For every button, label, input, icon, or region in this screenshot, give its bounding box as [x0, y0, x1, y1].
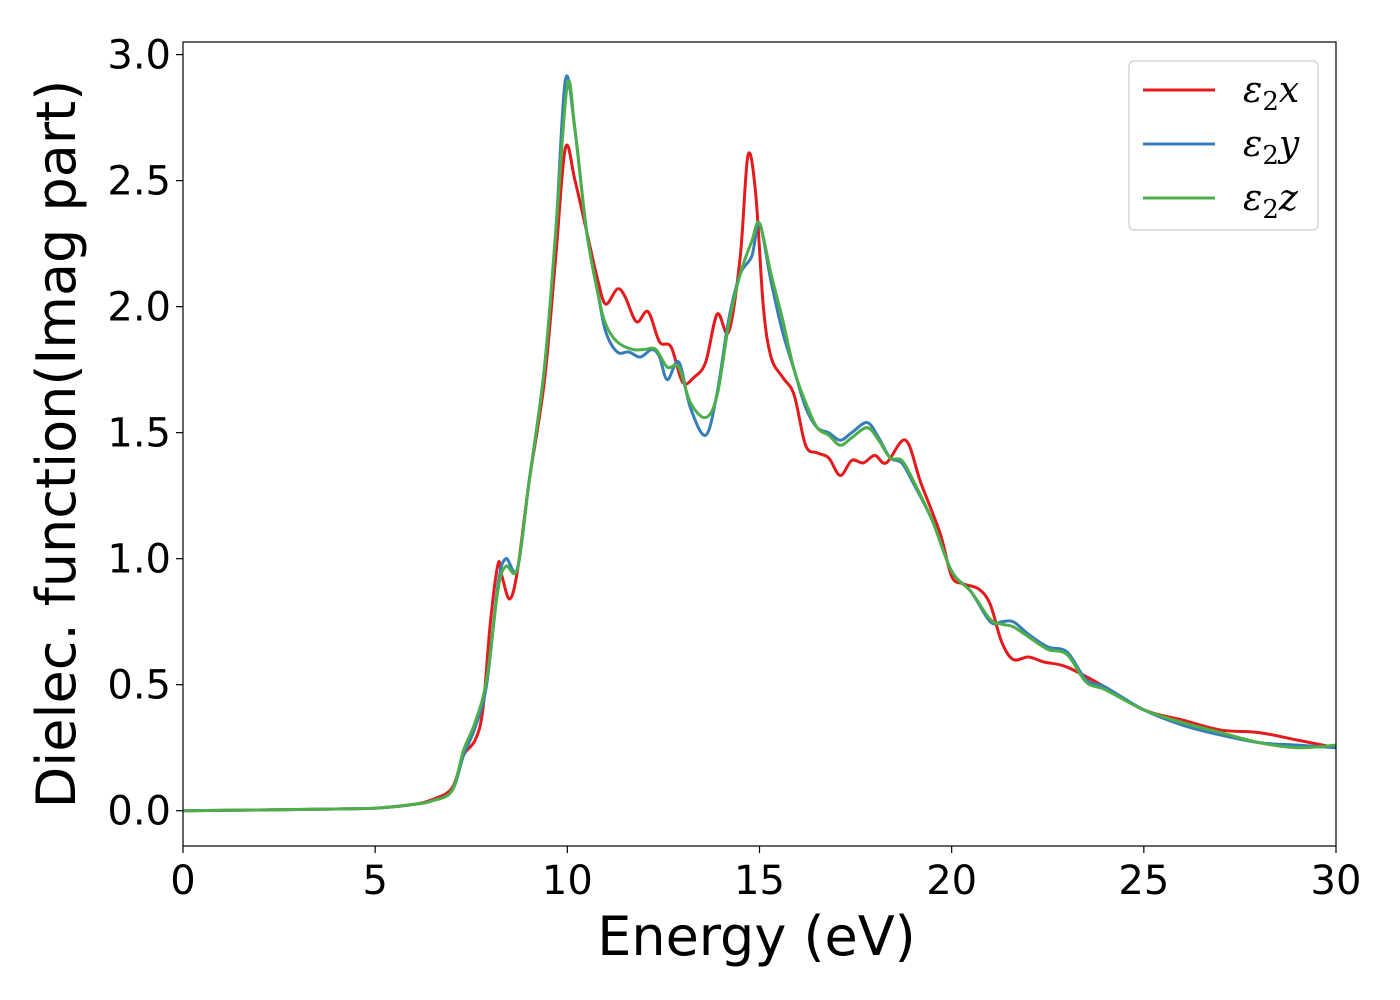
x-tick-label: 30 — [1311, 858, 1362, 904]
legend-label-z: ε2z — [1243, 178, 1299, 225]
x-axis-title: Energy (eV) — [597, 905, 916, 968]
legend-label-y: ε2y — [1243, 124, 1300, 171]
y-tick-label: 3.0 — [107, 33, 171, 79]
x-tick-label: 15 — [734, 858, 785, 904]
y-tick-label: 2.0 — [107, 285, 171, 331]
x-tick-label: 25 — [1118, 858, 1169, 904]
y-tick-label: 1.0 — [107, 537, 171, 583]
axes: 0 5 10 15 20 25 30 0.0 0.5 1.0 1.5 2.0 2.5 3.0 Energy … — [25, 33, 1361, 968]
y-tick-label: 2.5 — [107, 159, 171, 205]
x-tick-label: 10 — [542, 858, 593, 904]
series-line-z — [183, 79, 1336, 813]
plot-area — [183, 74, 1336, 813]
y-tick-label: 0.0 — [107, 789, 171, 835]
legend: ε2x ε2y ε2z — [1128, 60, 1319, 231]
y-tick-label: 0.5 — [107, 663, 171, 709]
y-tick-label: 1.5 — [107, 411, 171, 457]
y-axis-title: Dielec. function(Imag part) — [25, 80, 88, 809]
x-tick-label: 20 — [926, 858, 977, 904]
x-tick-label: 5 — [362, 858, 387, 904]
legend-label-x: ε2x — [1243, 70, 1299, 117]
x-tick-label: 0 — [170, 858, 195, 904]
series-line-x — [183, 143, 1336, 813]
legend-box — [1128, 60, 1319, 231]
